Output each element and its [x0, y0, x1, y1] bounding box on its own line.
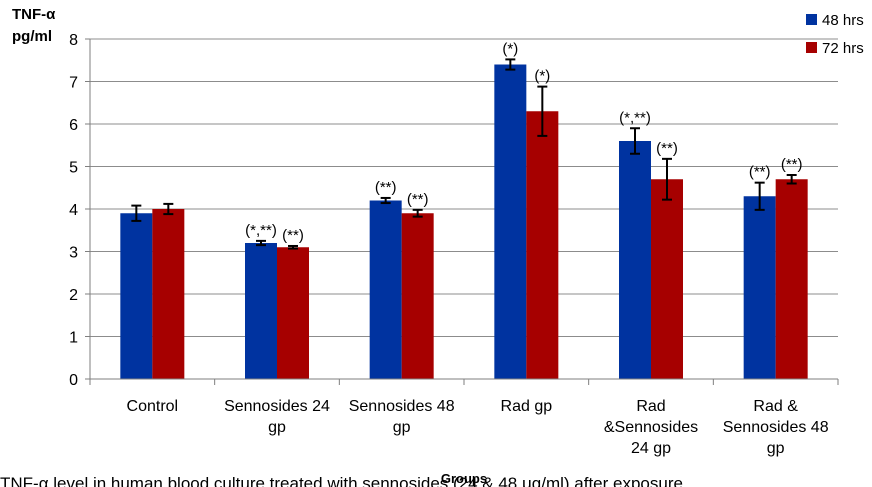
x-tick-label: gp: [268, 419, 286, 436]
grid-lines: [90, 38, 838, 337]
x-tick-label: Sennosides 48: [349, 398, 455, 415]
y-tick-label: 8: [69, 32, 78, 49]
bars: (*,**) (**) (*) (*,**) (**) (**) (**) (*) (**) (*…: [120, 40, 808, 379]
bar: [277, 247, 309, 379]
x-tick-label: 24 gp: [631, 440, 671, 457]
bar: [245, 243, 277, 379]
legend-label: 72 hrs: [822, 40, 864, 57]
significance-label: (*): [534, 68, 550, 85]
bar: [401, 213, 434, 379]
axes: 0 1 2 3 4 5 6 7 8 Control Sennosides 24 gp Sennoside…: [12, 6, 839, 486]
legend-label: 48 hrs: [822, 12, 864, 29]
x-tick-label: Rad: [636, 398, 665, 415]
significance-label: (**): [282, 227, 304, 244]
legend-swatch: [806, 14, 817, 25]
x-axis-label: Groups: [441, 471, 487, 486]
x-tick-label: Rad gp: [501, 398, 553, 415]
bar: [152, 209, 185, 379]
bar: [775, 179, 808, 379]
significance-label: (*,**): [619, 109, 651, 126]
x-tick-label: gp: [393, 419, 411, 436]
y-tick-label: 3: [69, 245, 78, 262]
significance-label: (**): [656, 140, 678, 157]
figure-caption: TNF-α level in human blood culture treat…: [0, 474, 683, 487]
y-tick-label: 1: [69, 330, 78, 347]
bar: [369, 200, 402, 379]
y-tick-label: 5: [69, 160, 78, 177]
x-tick-label: Control: [127, 398, 179, 415]
y-tick-label: 7: [69, 75, 78, 92]
y-tick-label: 4: [69, 202, 78, 219]
significance-label: (**): [781, 156, 803, 173]
x-tick-label: Rad &: [753, 398, 798, 415]
bar: [494, 64, 527, 379]
y-tick-label: 0: [69, 372, 78, 389]
x-tick-label: gp: [767, 440, 785, 457]
legend: 48 hrs 72 hrs: [806, 12, 864, 57]
x-tick-label: Sennosides 48: [723, 419, 829, 436]
significance-label: (**): [375, 179, 397, 196]
bar: [619, 141, 651, 379]
bar: [743, 196, 776, 379]
x-tick-label: &Sennosides: [604, 419, 698, 436]
x-tick-label: Sennosides 24: [224, 398, 330, 415]
bar: [651, 179, 683, 379]
y-axis-label: pg/ml: [12, 28, 52, 45]
significance-label: (*,**): [245, 222, 277, 239]
y-tick-label: 2: [69, 287, 78, 304]
y-axis-label: TNF-α: [12, 6, 56, 23]
significance-label: (*): [502, 40, 518, 57]
significance-label: (**): [749, 164, 771, 181]
bar: [120, 213, 153, 379]
y-tick-label: 6: [69, 117, 78, 134]
significance-label: (**): [407, 191, 429, 208]
bar: [526, 111, 559, 379]
legend-swatch: [806, 42, 817, 53]
